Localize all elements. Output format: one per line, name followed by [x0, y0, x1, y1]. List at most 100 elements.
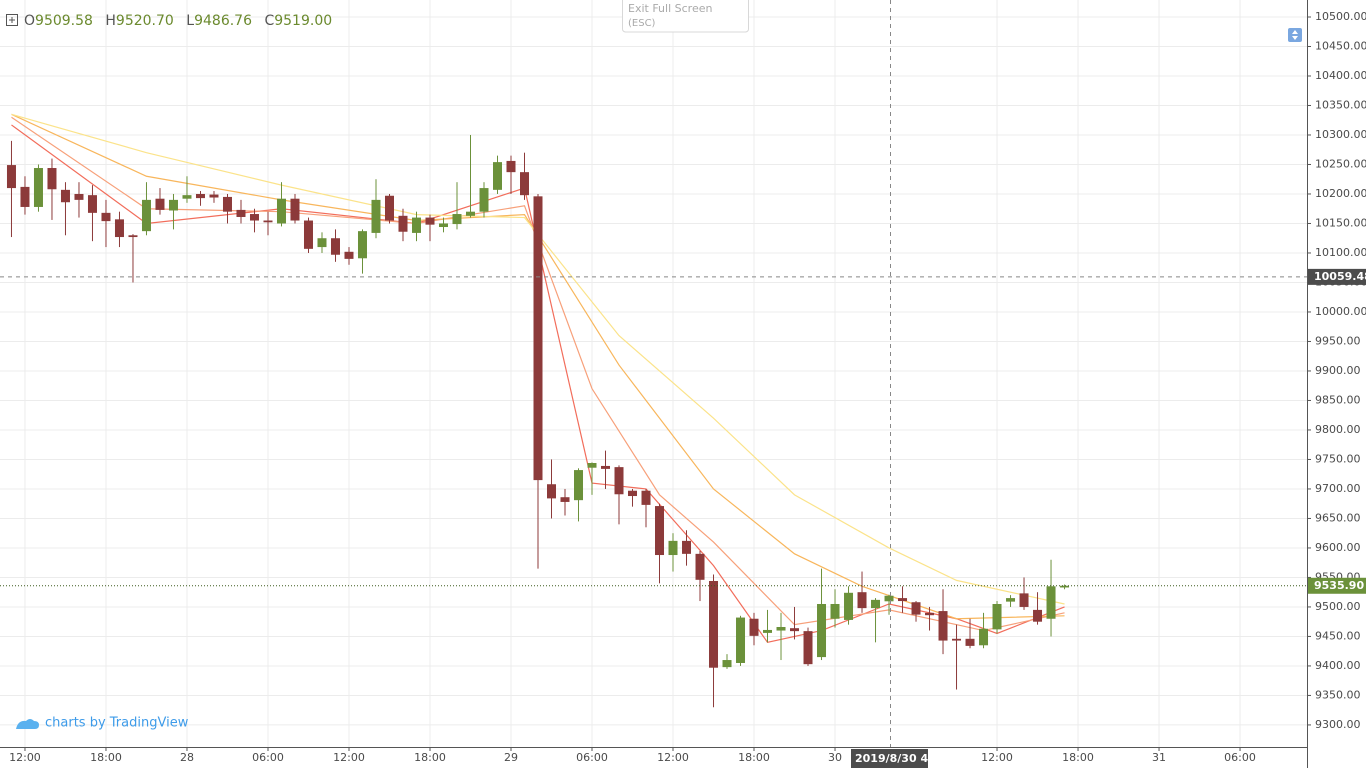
candle-body	[547, 484, 557, 499]
last-price-box	[1308, 577, 1366, 594]
candle-body	[222, 196, 232, 212]
x-tick-label: 12:00	[333, 751, 365, 764]
y-tick-label: 10450.00	[1315, 39, 1366, 52]
x-tick-label: 12:00	[9, 751, 41, 764]
time-axis-bg	[0, 747, 1307, 768]
candle-body	[74, 193, 84, 200]
candle-body	[911, 602, 921, 615]
scroll-button-bg[interactable]	[1288, 28, 1302, 42]
candle-body	[303, 220, 313, 249]
candle-body	[317, 238, 327, 248]
candle-body	[871, 599, 881, 609]
y-tick-label: 9400.00	[1315, 659, 1361, 672]
ohlc-key: H	[105, 13, 116, 29]
candle-body	[952, 638, 962, 641]
candle-body	[641, 490, 651, 505]
candle-body	[398, 215, 408, 232]
candle-body	[465, 211, 475, 216]
candle-body	[236, 209, 246, 217]
candle-body	[790, 628, 800, 632]
ohlc-value: 9519.00	[274, 13, 332, 29]
popup-hint: (ESC)	[628, 18, 656, 29]
x-tick-label: 28	[180, 751, 194, 764]
candle-body	[384, 195, 394, 221]
candle-body	[628, 490, 638, 497]
candle-body	[263, 220, 273, 223]
candle-body	[533, 196, 543, 481]
y-tick-label: 9850.00	[1315, 393, 1361, 406]
candle-body	[492, 162, 502, 190]
candle-body	[195, 193, 205, 199]
candle-body	[844, 592, 854, 620]
brand-text: charts by TradingView	[45, 716, 189, 731]
candle-body	[803, 631, 813, 665]
candle-body	[709, 580, 719, 668]
moving-average	[11, 116, 1065, 632]
candle-body	[20, 186, 30, 207]
price-axis-bg	[1307, 0, 1366, 768]
x-tick-label: 29	[504, 751, 518, 764]
candle-body	[60, 189, 70, 203]
last-price-label: 9535.90	[1314, 579, 1364, 592]
collapse-icon[interactable]	[6, 14, 18, 26]
exit-fullscreen-popup[interactable]: Exit Full Screen (ESC)	[622, 0, 749, 33]
y-tick-label: 9450.00	[1315, 629, 1361, 642]
candle-body	[47, 168, 57, 190]
candle-body	[560, 497, 570, 502]
x-tick-label: 12:00	[981, 751, 1013, 764]
candle-body	[668, 540, 678, 556]
candle-body	[101, 212, 111, 222]
candle-body	[1006, 598, 1016, 602]
x-tick-label: 30	[828, 751, 842, 764]
ohlc-readout: O9509.58 H9520.70 L9486.76 C9519.00	[24, 13, 332, 29]
candle-body	[344, 251, 354, 259]
crosshair-time-label: 2019/8/30 4:0	[855, 752, 940, 765]
axes: 10500.00 10450.00 10400.00 10350.00 10300.00…	[9, 10, 1366, 768]
candle-body	[655, 506, 665, 556]
candle-body	[979, 628, 989, 646]
candle-body	[87, 195, 97, 213]
crosshair-price-label: 10059.48	[1314, 270, 1366, 283]
ohlc-key: O	[24, 13, 35, 29]
candle-body	[965, 638, 975, 646]
y-tick-label: 10350.00	[1315, 98, 1366, 111]
ohlc-value: 9509.58	[35, 13, 93, 29]
candle-body	[898, 598, 908, 602]
x-tick-label: 18:00	[738, 751, 770, 764]
y-tick-label: 10100.00	[1315, 246, 1366, 259]
candle-body	[357, 231, 367, 259]
candle-body	[371, 199, 381, 233]
candle-body	[330, 238, 340, 255]
candle-body	[682, 540, 692, 554]
candle-body	[749, 618, 759, 636]
y-tick-label: 9300.00	[1315, 718, 1361, 731]
brand-logo	[16, 719, 39, 729]
y-tick-label: 10400.00	[1315, 69, 1366, 82]
ohlc-key: C	[264, 13, 274, 29]
candle-body	[763, 629, 773, 633]
candle-body	[601, 465, 611, 469]
moving-average	[11, 113, 1065, 605]
x-tick-label: 12:00	[657, 751, 689, 764]
crosshair-price-box	[1308, 268, 1366, 285]
popup-box[interactable]	[622, 0, 749, 33]
candle-body	[290, 198, 300, 221]
candle-body	[411, 217, 421, 233]
x-tick-label: 31	[1152, 751, 1166, 764]
moving-average	[11, 113, 1065, 620]
candle-body	[155, 198, 165, 210]
candle-body	[830, 603, 840, 619]
candle-body	[857, 592, 867, 609]
ohlc-value: 9520.70	[116, 13, 174, 29]
y-tick-label: 9500.00	[1315, 600, 1361, 613]
scroll-button[interactable]	[1288, 28, 1302, 42]
ohlc-value: 9486.76	[194, 13, 252, 29]
candle-body	[128, 235, 138, 238]
candle-body	[425, 217, 435, 225]
candle-body	[884, 595, 894, 602]
candle-body	[141, 199, 151, 232]
x-tick-label: 06:00	[1224, 751, 1256, 764]
candles	[6, 134, 1070, 708]
